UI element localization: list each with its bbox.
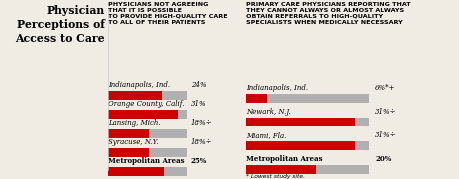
Bar xyxy=(108,129,148,138)
Text: PRIMARY CARE PHYSICIANS REPORTING THAT
THEY CANNOT ALWAYS OR ALMOST ALWAYS
OBTAI: PRIMARY CARE PHYSICIANS REPORTING THAT T… xyxy=(246,2,410,25)
Text: Metropolitan Areas: Metropolitan Areas xyxy=(246,155,322,163)
Text: 31%: 31% xyxy=(190,100,206,108)
Bar xyxy=(108,167,164,176)
Bar xyxy=(108,91,162,100)
Text: 24%: 24% xyxy=(190,81,206,90)
Text: Newark, N.J.: Newark, N.J. xyxy=(246,108,291,115)
Text: * Lowest study site.: * Lowest study site. xyxy=(246,174,304,179)
Text: 18%÷: 18%÷ xyxy=(190,138,212,146)
Bar xyxy=(246,117,354,126)
Bar xyxy=(108,148,148,157)
Text: 18%÷: 18%÷ xyxy=(190,119,212,127)
Text: 31%÷: 31%÷ xyxy=(375,108,396,115)
Text: Indianapolis, Ind.: Indianapolis, Ind. xyxy=(108,81,170,90)
Bar xyxy=(108,110,178,119)
Bar xyxy=(108,110,186,119)
Bar xyxy=(246,94,267,103)
Text: PHYSICIANS NOT AGREEING
THAT IT IS POSSIBLE
TO PROVIDE HIGH-QUALITY CARE
TO ALL : PHYSICIANS NOT AGREEING THAT IT IS POSSI… xyxy=(108,2,227,25)
Bar xyxy=(108,91,186,100)
Text: Indianapolis, Ind.: Indianapolis, Ind. xyxy=(246,84,308,92)
Bar xyxy=(108,167,186,176)
Text: Syracuse, N.Y.: Syracuse, N.Y. xyxy=(108,138,158,146)
Bar xyxy=(246,141,354,150)
Text: 31%÷: 31%÷ xyxy=(375,131,396,139)
Text: Miami, Fla.: Miami, Fla. xyxy=(246,131,286,139)
Bar xyxy=(246,94,368,103)
Text: 25%: 25% xyxy=(190,157,207,165)
Bar xyxy=(246,141,368,150)
Text: Lansing, Mich.: Lansing, Mich. xyxy=(108,119,160,127)
Text: Metropolitan Areas: Metropolitan Areas xyxy=(108,157,184,165)
Text: 6%*+: 6%*+ xyxy=(375,84,395,92)
Bar xyxy=(246,165,315,174)
Text: Physician
Perceptions of
Access to Care: Physician Perceptions of Access to Care xyxy=(15,5,105,44)
Bar xyxy=(108,148,186,157)
Text: Orange County, Calif.: Orange County, Calif. xyxy=(108,100,184,108)
Bar xyxy=(246,117,368,126)
Bar xyxy=(108,129,186,138)
Bar xyxy=(246,165,368,174)
Text: 20%: 20% xyxy=(375,155,391,163)
